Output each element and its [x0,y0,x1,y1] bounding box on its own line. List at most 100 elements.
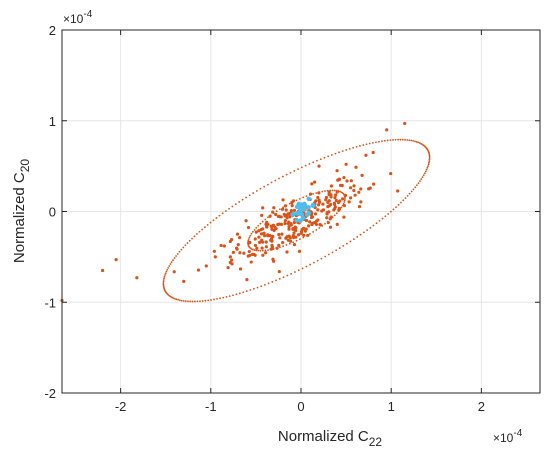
outer-ellipse-dot [324,255,327,258]
data-point [296,233,301,237]
outer-ellipse-dot [427,165,429,167]
data-point [283,221,287,226]
data-point [288,239,293,243]
inner-ellipse-dot [333,189,336,192]
data-point [314,199,318,203]
outer-ellipse-dot [305,265,308,268]
data-point [248,253,252,257]
data-point [316,195,320,200]
outer-ellipse-dot [218,214,221,217]
outer-ellipse-dot [196,233,198,235]
inner-ellipse-dot [302,196,305,199]
outer-ellipse-dot [359,233,362,236]
data-point [320,209,324,213]
data-point [291,227,295,231]
outer-ellipse-dot [167,266,170,269]
outer-ellipse-dot [267,282,270,285]
data-point [172,270,176,274]
data-point [317,191,321,195]
outer-ellipse-dot [186,242,189,244]
data-point [270,247,274,251]
data-point [249,260,253,264]
data-point [321,202,325,206]
outer-ellipse-dot [199,300,201,303]
data-point [238,251,242,255]
outer-ellipse-dot [402,199,405,202]
data-point [234,246,239,250]
outer-ellipse-dot [259,187,262,190]
outer-ellipse-dot [428,154,431,157]
mean-point [306,205,311,210]
data-point [237,236,242,240]
data-point [352,184,356,188]
inner-ellipse-dot [340,206,343,209]
data-point [336,178,340,182]
inner-ellipse-dot [305,195,308,198]
outer-ellipse-dot [401,138,404,141]
outer-ellipse-dot [400,201,402,204]
outer-ellipse-dot [386,139,389,142]
outer-ellipse-dot [416,184,418,187]
data-point [277,232,281,237]
outer-ellipse-dot [327,155,330,158]
outer-ellipse-dot [241,198,244,201]
inner-ellipse-dot [250,232,253,235]
outer-ellipse-dot [266,183,269,186]
outer-ellipse-dot [166,268,169,271]
outer-ellipse-dot [191,237,193,240]
outer-ellipse-dot [408,139,411,142]
outer-ellipse-dot [222,296,225,299]
outer-ellipse-dot [323,156,326,159]
outer-ellipse-dot [316,259,319,262]
outer-ellipse-dot [285,173,288,176]
outer-ellipse-dot [163,275,166,278]
data-point [250,252,255,256]
data-point [213,255,217,259]
outer-ellipse-dot [381,217,384,220]
outer-ellipse-dot [207,299,210,302]
data-point [253,237,257,241]
data-point [317,198,321,202]
x-tick-label: 2 [478,399,485,414]
mean-point [299,212,305,217]
x-tick-label: 0 [297,399,304,414]
data-point [326,220,330,225]
data-point [335,190,339,194]
data-point [274,212,278,217]
mean-point [290,212,295,218]
outer-ellipse-dot [417,141,420,144]
data-point [196,268,201,272]
data-point [262,231,266,235]
outer-ellipse-dot [249,289,252,291]
outer-ellipse-dot [297,168,299,171]
data-point [100,268,105,273]
outer-ellipse-dot [369,226,372,229]
outer-ellipse-dot [196,300,199,303]
outer-ellipse-dot [420,178,423,180]
data-point [245,277,249,282]
data-point [242,251,246,255]
outer-ellipse-dot [169,263,172,265]
outer-ellipse-dot [281,175,284,178]
outer-ellipse-dot [162,279,165,281]
data-point [271,210,275,214]
inner-ellipse-dot [331,189,334,192]
data-point [235,232,240,236]
outer-ellipse-dot [330,154,333,156]
data-point [266,234,270,238]
mean-point [297,206,303,211]
outer-ellipse-dot [180,299,183,302]
outer-ellipse-dot [341,150,344,153]
outer-ellipse-dot [352,238,355,241]
data-point [332,201,336,205]
data-point [347,200,351,204]
outer-ellipse-dot [168,265,171,267]
outer-ellipse-dot [395,206,397,208]
outer-ellipse-dot [191,300,194,303]
data-point [342,203,346,208]
outer-ellipse-dot [368,142,371,145]
mean-point [306,210,312,216]
data-point [318,222,322,227]
data-point [327,199,331,203]
data-point [338,183,343,187]
